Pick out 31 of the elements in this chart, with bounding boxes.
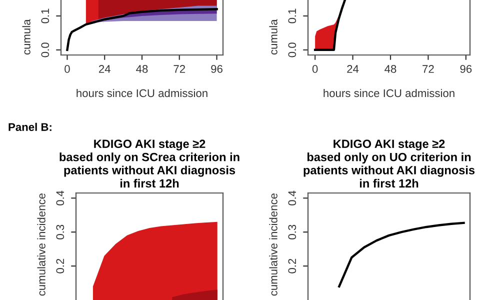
y-tick-label: 0.3 bbox=[288, 224, 296, 240]
line-series bbox=[66, 8, 218, 52]
y-axis-title: cumula bbox=[269, 19, 278, 55]
chart-title: KDIGO AKI stage ≥2 based only on SCrea criterion in patients without AKI diagnosis in first 12h bbox=[60, 140, 240, 188]
y-axis-title: cumulative incidence bbox=[269, 193, 278, 296]
y-tick-label: 0.2 bbox=[288, 258, 296, 274]
text: Panel B: bbox=[8, 122, 52, 131]
x-tick-label: 48 bbox=[384, 65, 396, 73]
x-axis-title: hours since ICU admission bbox=[324, 88, 454, 98]
x-axis-title: hours since ICU admission bbox=[76, 88, 208, 98]
x-tick-label: 24 bbox=[98, 65, 110, 73]
x-tick-label: 0 bbox=[312, 65, 318, 73]
x-tick-label: 48 bbox=[136, 65, 148, 73]
x-tick-label: 96 bbox=[211, 65, 222, 73]
y-tick-label: 0.0 bbox=[288, 42, 296, 58]
x-tick-label: 0 bbox=[64, 65, 70, 73]
y-tick-label: 0.1 bbox=[41, 8, 50, 24]
x-tick-label: 24 bbox=[347, 65, 359, 73]
x-tick-label: 96 bbox=[460, 65, 472, 73]
y-tick-label: 0.4 bbox=[56, 190, 64, 206]
y-axis-title: cumula bbox=[22, 19, 30, 55]
y-tick-label: 0.3 bbox=[56, 224, 64, 240]
y-tick-label: 0.1 bbox=[288, 8, 296, 24]
line-series bbox=[338, 222, 465, 288]
x-tick-label: 72 bbox=[422, 65, 434, 73]
y-axis-title: cumulative incidence bbox=[37, 193, 46, 296]
y-tick-label: 0.4 bbox=[288, 190, 296, 206]
x-tick-label: 72 bbox=[174, 65, 186, 73]
chart-title: KDIGO AKI stage ≥2 based only on UO criterion in patients without AKI diagnosis in first 12h bbox=[304, 140, 475, 188]
y-tick-label: 0.0 bbox=[41, 42, 50, 58]
y-tick-label: 0.2 bbox=[56, 258, 64, 274]
